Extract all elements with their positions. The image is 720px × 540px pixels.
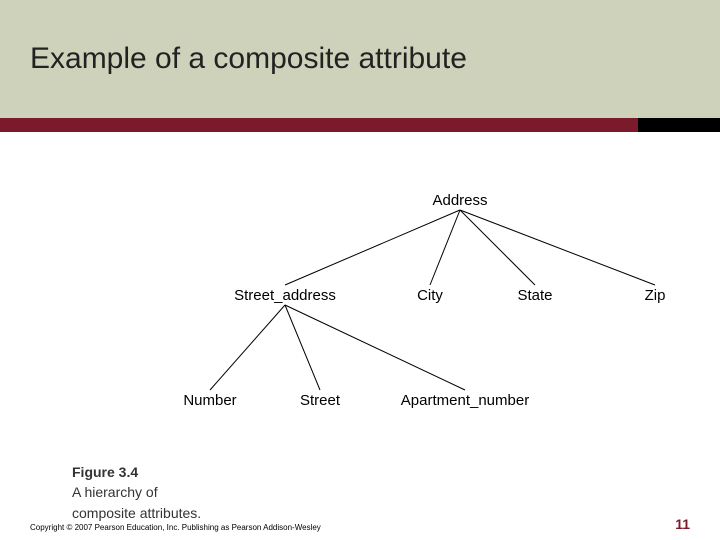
tree-edge	[285, 305, 320, 390]
tree-edge	[210, 305, 285, 390]
slide-title: Example of a composite attribute	[30, 42, 690, 76]
tree-node-street_address: Street_address	[234, 287, 336, 304]
content-area: Address Street_address City State Zip Number S…	[0, 132, 720, 512]
tree-edge	[460, 210, 535, 285]
tree-node-number: Number	[183, 392, 236, 409]
copyright-text: Copyright © 2007 Pearson Education, Inc.…	[30, 523, 321, 532]
title-bar: Example of a composite attribute	[0, 22, 720, 118]
tree-edge	[285, 210, 460, 285]
tree-node-zip: Zip	[645, 287, 666, 304]
accent-left	[0, 118, 638, 132]
composite-attribute-tree: Address Street_address City State Zip Number S…	[60, 152, 680, 432]
accent-right	[638, 118, 720, 132]
top-border	[0, 0, 720, 22]
tree-edge	[460, 210, 655, 285]
tree-edge	[285, 305, 465, 390]
figure-caption: Figure 3.4 A hierarchy of composite attr…	[72, 462, 201, 523]
tree-node-street: Street	[300, 392, 340, 409]
tree-node-apt: Apartment_number	[401, 392, 529, 409]
accent-bar	[0, 118, 720, 132]
tree-node-city: City	[417, 287, 443, 304]
tree-node-address: Address	[432, 192, 487, 209]
tree-node-state: State	[517, 287, 552, 304]
page-number: 11	[675, 516, 690, 532]
caption-line-1: A hierarchy of	[72, 484, 158, 500]
figure-label: Figure 3.4	[72, 464, 138, 480]
footer: Copyright © 2007 Pearson Education, Inc.…	[30, 516, 690, 532]
tree-edges	[60, 152, 680, 432]
